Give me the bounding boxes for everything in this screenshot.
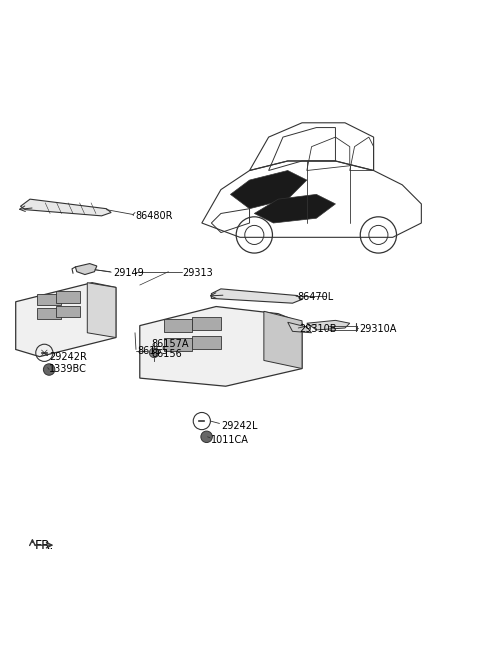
Polygon shape: [211, 289, 302, 303]
Text: 86480R: 86480R: [135, 211, 172, 221]
Polygon shape: [16, 283, 116, 357]
Polygon shape: [192, 317, 221, 330]
Text: 86470L: 86470L: [297, 292, 334, 302]
Polygon shape: [192, 336, 221, 349]
Polygon shape: [37, 308, 61, 319]
Text: FR.: FR.: [35, 539, 54, 552]
Polygon shape: [37, 294, 61, 305]
Circle shape: [149, 348, 159, 358]
Text: 29242L: 29242L: [221, 421, 257, 431]
Polygon shape: [307, 320, 350, 330]
Polygon shape: [21, 199, 111, 216]
Polygon shape: [264, 312, 302, 369]
Text: 1339BC: 1339BC: [49, 363, 87, 373]
Polygon shape: [164, 319, 192, 333]
Polygon shape: [164, 338, 192, 352]
Text: 86156: 86156: [152, 349, 182, 359]
Text: 29310A: 29310A: [360, 324, 396, 334]
Text: 86157A: 86157A: [152, 338, 189, 349]
Polygon shape: [87, 283, 116, 338]
Polygon shape: [288, 322, 312, 333]
Polygon shape: [254, 194, 336, 223]
Polygon shape: [230, 171, 307, 209]
Polygon shape: [75, 264, 97, 275]
Circle shape: [43, 364, 55, 375]
Text: 29149: 29149: [114, 268, 144, 278]
Text: 86155: 86155: [137, 346, 168, 356]
Text: 29310B: 29310B: [300, 324, 337, 334]
Text: 1011CA: 1011CA: [211, 435, 249, 445]
Text: 29242R: 29242R: [49, 352, 87, 361]
Polygon shape: [140, 306, 302, 386]
Circle shape: [201, 431, 212, 443]
Polygon shape: [56, 291, 80, 302]
Text: 29313: 29313: [183, 268, 214, 278]
Polygon shape: [56, 306, 80, 317]
